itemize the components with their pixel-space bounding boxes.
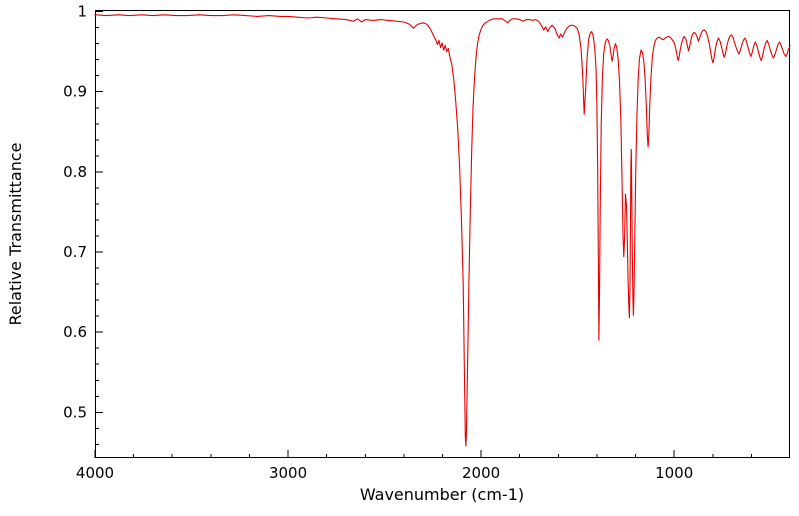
x-axis-label: Wavenumber (cm-1) — [360, 485, 524, 504]
y-tick-label: 0.6 — [63, 323, 87, 341]
y-axis-tick-labels: 0.5 0.6 0.7 0.8 0.9 1 — [63, 3, 87, 422]
y-tick-label: 1 — [77, 3, 87, 21]
x-axis-minor-ticks — [133, 454, 752, 458]
x-tick-label: 4000 — [76, 464, 114, 482]
y-axis-minor-ticks — [95, 27, 99, 445]
x-axis-major-ticks — [94, 450, 675, 458]
y-axis-major-ticks — [95, 11, 103, 413]
plot-border — [95, 10, 790, 458]
y-tick-label: 0.5 — [63, 403, 87, 421]
y-tick-label: 0.9 — [63, 83, 87, 101]
y-axis-label: Relative Transmittance — [6, 142, 25, 325]
x-tick-label: 3000 — [269, 464, 307, 482]
y-tick-label: 0.8 — [63, 163, 87, 181]
x-tick-label: 2000 — [462, 464, 500, 482]
x-axis-tick-labels: 4000 3000 2000 1000 — [76, 464, 693, 482]
x-tick-label: 1000 — [655, 464, 693, 482]
y-tick-label: 0.7 — [63, 243, 87, 261]
spectrum-line — [94, 14, 791, 447]
